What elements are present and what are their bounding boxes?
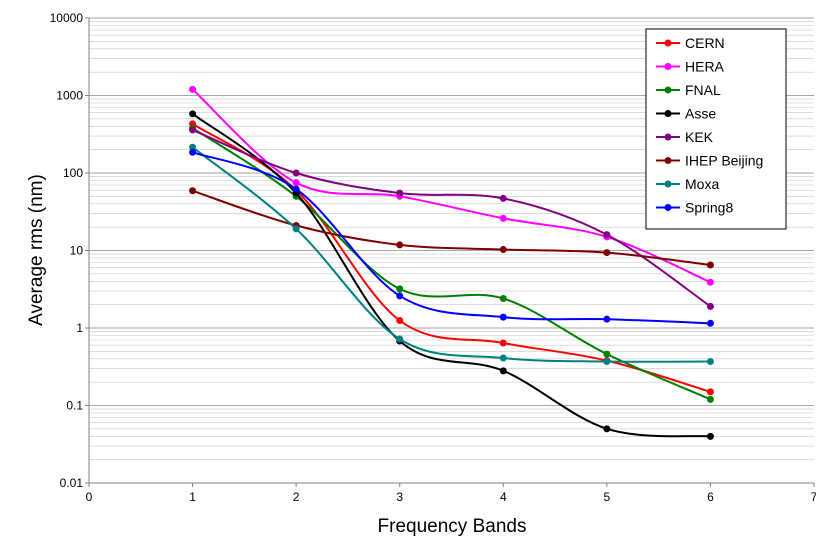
data-point-spring8	[396, 292, 404, 300]
data-point-hera	[292, 179, 300, 187]
data-point-hera	[499, 214, 507, 222]
x-tick-label: 1	[189, 490, 196, 504]
legend-entry-asse: Asse	[656, 106, 716, 122]
legend-entry-fnal: FNAL	[656, 82, 721, 98]
y-tick-label: 10	[70, 244, 84, 258]
data-point-ihep-beijing	[189, 187, 197, 195]
legend-swatch-marker	[664, 110, 672, 117]
legend-label: Asse	[685, 106, 716, 122]
data-point-kek	[396, 189, 404, 197]
data-point-moxa	[499, 354, 507, 362]
data-point-fnal	[499, 295, 507, 303]
legend-entry-kek: KEK	[656, 129, 714, 145]
data-point-cern	[706, 388, 714, 396]
legend-label: Spring8	[685, 200, 733, 216]
legend-entry-cern: CERN	[656, 35, 725, 51]
y-tick-label: 1	[76, 321, 83, 335]
data-point-asse	[499, 367, 507, 375]
data-point-moxa	[706, 357, 714, 365]
data-point-hera	[189, 85, 197, 93]
x-tick-label: 6	[707, 490, 714, 504]
legend-label: Moxa	[685, 176, 719, 192]
series-kek	[189, 126, 714, 310]
legend-label: CERN	[685, 35, 725, 51]
data-point-asse	[189, 110, 197, 118]
y-tick-label: 1000	[56, 89, 83, 103]
legend-swatch-marker	[664, 86, 672, 94]
data-point-fnal	[396, 285, 404, 293]
legend-label: HERA	[685, 59, 725, 75]
series-line-kek	[192, 128, 711, 308]
data-point-kek	[706, 302, 714, 310]
data-point-hera	[706, 278, 714, 286]
legend-box	[645, 28, 787, 230]
y-tick-label: 0.01	[60, 476, 84, 490]
x-tick-label: 5	[604, 490, 611, 504]
data-point-moxa	[292, 225, 300, 233]
data-point-spring8	[706, 319, 714, 327]
legend-swatch-marker	[664, 157, 672, 164]
legend-entry-moxa: Moxa	[656, 176, 719, 192]
x-tick-label: 2	[293, 490, 300, 504]
legend-entry-spring8: Spring8	[656, 200, 733, 216]
x-axis-title: Frequency Bands	[378, 516, 527, 537]
data-point-kek	[189, 126, 197, 134]
y-tick-label: 10000	[50, 11, 84, 25]
x-tick-label: 4	[500, 490, 507, 504]
x-tick-label: 7	[811, 490, 816, 504]
data-point-cern	[499, 339, 507, 347]
legend-entry-hera: HERA	[656, 59, 725, 75]
data-point-spring8	[603, 315, 611, 323]
data-point-fnal	[706, 395, 714, 403]
data-point-ihep-beijing	[706, 261, 714, 269]
data-point-ihep-beijing	[603, 249, 611, 257]
series-moxa	[189, 143, 714, 365]
data-point-ihep-beijing	[396, 241, 404, 249]
y-tick-label: 100	[63, 166, 83, 180]
data-point-moxa	[396, 335, 404, 343]
data-point-kek	[499, 194, 507, 202]
data-point-kek	[603, 231, 611, 239]
series-line-fnal	[192, 127, 711, 401]
series-spring8	[189, 148, 714, 327]
tick-labels: 0.01 0.1 1 10 100 1000 10000 0 1 2 3 4 5 6 7	[50, 11, 816, 504]
data-point-moxa	[603, 357, 611, 365]
x-tick-label: 3	[396, 490, 403, 504]
data-point-fnal	[603, 350, 611, 358]
series-layer	[189, 85, 714, 440]
legend-entry-ihep-beijing: IHEP Beijing	[656, 153, 763, 169]
data-point-cern	[396, 316, 404, 324]
y-tick-label: 0.1	[66, 399, 83, 413]
legend-swatch-marker	[664, 39, 672, 47]
series-line-spring8	[192, 151, 711, 325]
data-point-spring8	[499, 313, 507, 321]
legend-swatch-marker	[664, 133, 672, 141]
y-axis-title: Average rms (nm)	[26, 174, 47, 326]
x-tick-label: 0	[86, 490, 93, 504]
legend-swatch-marker	[664, 63, 672, 70]
data-point-asse	[603, 425, 611, 433]
data-point-ihep-beijing	[499, 246, 507, 254]
legend-swatch-marker	[664, 180, 672, 188]
legend-label: IHEP Beijing	[685, 153, 763, 169]
data-point-asse	[706, 432, 714, 440]
data-point-spring8	[292, 185, 300, 193]
data-point-spring8	[189, 148, 197, 156]
series-line-moxa	[191, 146, 711, 363]
legend-label: FNAL	[685, 82, 721, 98]
data-point-kek	[292, 169, 300, 177]
legend: CERN HERA FNAL Asse KEK IHEP Beijing Moxa Sprin…	[645, 28, 787, 230]
legend-label: KEK	[685, 129, 714, 145]
legend-swatch-marker	[664, 204, 672, 211]
series-line-ihep-beijing	[192, 189, 711, 266]
data-point-moxa	[189, 143, 197, 151]
